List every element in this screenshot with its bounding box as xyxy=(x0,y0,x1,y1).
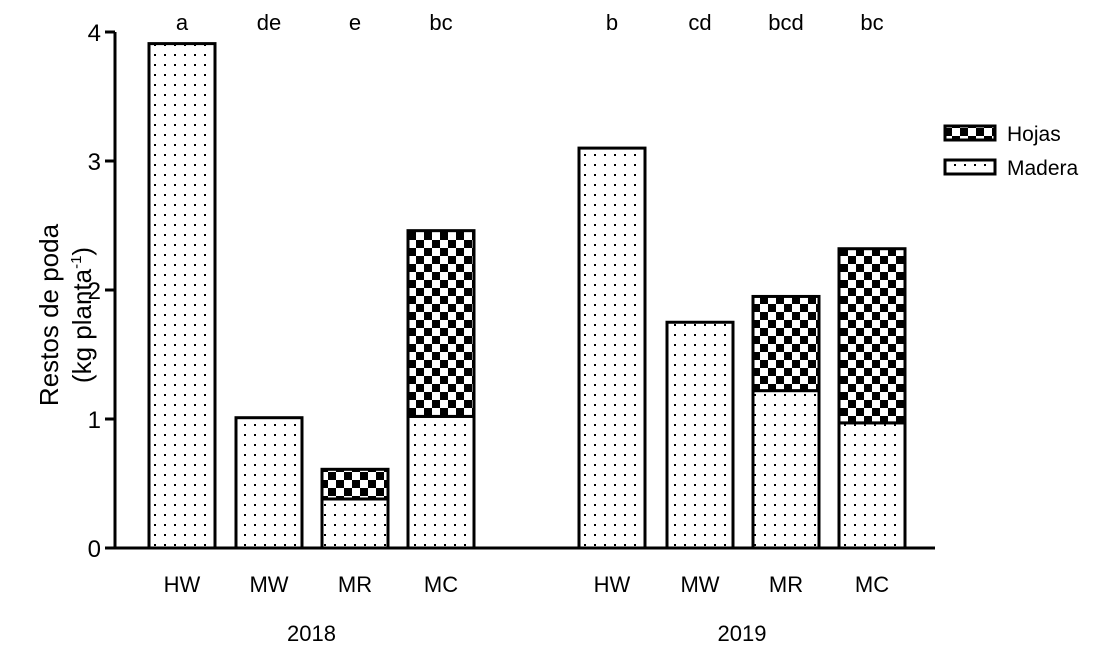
sig-letter-0: a xyxy=(176,10,189,35)
bars-layer xyxy=(147,42,907,550)
bar-mc-2018 xyxy=(406,229,476,550)
y-axis-title: Restos de poda (kg planta-1) xyxy=(34,223,97,406)
bar-segment-hojas-3 xyxy=(406,229,476,418)
x-label-2: MR xyxy=(338,572,372,597)
sig-letter-3: bc xyxy=(429,10,452,35)
bar-segment-madera-6 xyxy=(751,389,821,550)
y-tick-label-1: 1 xyxy=(88,407,101,434)
sig-letter-5: cd xyxy=(688,10,711,35)
group-label-2018: 2018 xyxy=(287,621,336,646)
ylabel-line2: (kg planta-1) xyxy=(67,247,97,383)
bar-segment-hojas-6 xyxy=(751,294,821,393)
y-tick-label-3: 3 xyxy=(88,149,101,176)
x-label-4: HW xyxy=(594,572,631,597)
legend-swatch-madera xyxy=(943,158,997,176)
x-label-5: MW xyxy=(680,572,719,597)
bar-segment-madera-0 xyxy=(147,42,217,550)
legend-label-madera: Madera xyxy=(1007,157,1079,180)
sig-letter-6: bcd xyxy=(768,10,803,35)
bar-mc-2019 xyxy=(837,247,907,550)
ylabel-superscript: -1 xyxy=(68,256,85,269)
bar-mw-2018 xyxy=(234,416,304,550)
bar-segment-madera-1 xyxy=(234,416,304,550)
y-tick-label-0: 0 xyxy=(88,536,101,563)
ylabel-line1: Restos de poda xyxy=(34,223,64,406)
group-label-2019: 2019 xyxy=(718,621,767,646)
bar-hw-2018 xyxy=(147,42,217,550)
ylabel-unit: (kg planta xyxy=(67,268,97,383)
x-label-7: MC xyxy=(855,572,889,597)
sig-letter-2: e xyxy=(349,10,361,35)
ylabel-close: ) xyxy=(67,247,97,256)
x-label-6: MR xyxy=(769,572,803,597)
bar-segment-madera-4 xyxy=(577,146,647,550)
bar-segment-hojas-2 xyxy=(320,467,390,501)
x-label-3: MC xyxy=(424,572,458,597)
group-labels: 2018 2019 xyxy=(287,621,766,646)
y-ticks: 0 1 2 3 4 xyxy=(88,20,115,563)
bar-segment-madera-7 xyxy=(837,421,907,550)
legend: Hojas Madera xyxy=(943,123,1079,180)
bar-segment-madera-3 xyxy=(406,414,476,550)
sig-letter-7: bc xyxy=(860,10,883,35)
bar-segment-madera-5 xyxy=(665,320,735,550)
legend-swatch-hojas xyxy=(943,124,997,142)
bar-mr-2019 xyxy=(751,294,821,550)
significance-letters: a de e bc b cd bcd bc xyxy=(176,10,884,35)
bar-hw-2019 xyxy=(577,146,647,550)
bar-mr-2018 xyxy=(320,467,390,550)
x-label-0: HW xyxy=(164,572,201,597)
x-label-1: MW xyxy=(249,572,288,597)
y-tick-label-4: 4 xyxy=(88,20,101,47)
legend-label-hojas: Hojas xyxy=(1007,123,1061,146)
sig-letter-1: de xyxy=(257,10,281,35)
bar-segment-madera-2 xyxy=(320,497,390,550)
bar-mw-2019 xyxy=(665,320,735,550)
bar-segment-hojas-7 xyxy=(837,247,907,425)
sig-letter-4: b xyxy=(606,10,618,35)
y-tick-label-2: 2 xyxy=(88,278,101,305)
x-category-labels: HW MW MR MC HW MW MR MC xyxy=(164,572,890,597)
